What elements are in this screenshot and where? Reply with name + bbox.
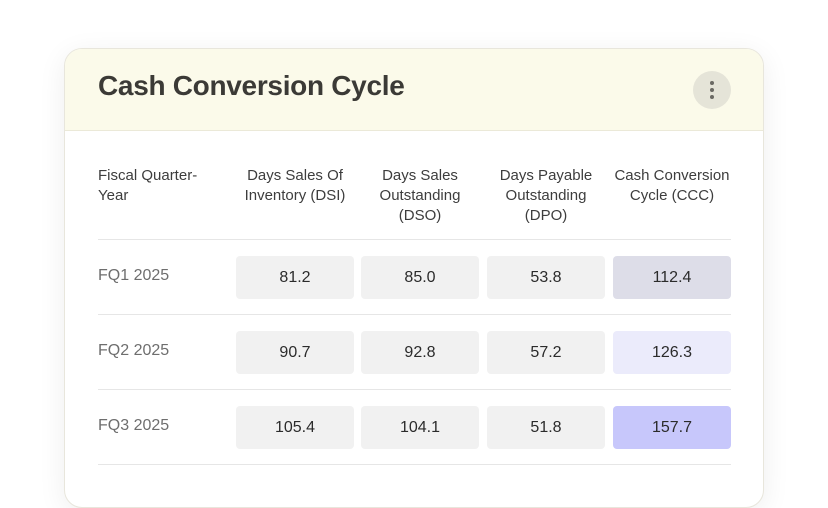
ccc-cell: 126.3 [613,331,731,374]
dpo-cell: 51.8 [487,406,605,449]
table-row: FQ2 2025 90.7 92.8 57.2 126.3 [98,315,731,390]
column-header-fiscal-quarter: Fiscal Quarter-Year [98,167,198,204]
dsi-cell: 90.7 [236,331,354,374]
row-label: FQ2 2025 [98,342,170,359]
more-vertical-icon [710,81,714,85]
ccc-table: Fiscal Quarter-Year Days Sales Of Invent… [98,131,731,465]
more-options-button[interactable] [693,71,731,109]
card-title: Cash Conversion Cycle [98,70,405,101]
dsi-cell: 81.2 [236,256,354,299]
column-header-ccc: Cash Conversion Cycle (CCC) [614,167,730,204]
dsi-cell: 105.4 [236,406,354,449]
dpo-cell: 57.2 [487,331,605,374]
row-label: FQ3 2025 [98,417,170,434]
column-header-dsi: Days Sales Of Inventory (DSI) [244,167,346,204]
row-label: FQ1 2025 [98,267,170,284]
ccc-cell: 157.7 [613,406,731,449]
column-header-dso: Days Sales Outstanding (DSO) [379,167,461,224]
table-header-row: Fiscal Quarter-Year Days Sales Of Invent… [98,131,731,240]
card-header: Cash Conversion Cycle [65,49,763,131]
table-row: FQ3 2025 105.4 104.1 51.8 157.7 [98,390,731,465]
more-vertical-icon-dot [710,95,714,99]
dso-cell: 92.8 [361,331,479,374]
table-row: FQ1 2025 81.2 85.0 53.8 112.4 [98,240,731,315]
cash-conversion-cycle-card: Cash Conversion Cycle Fiscal Quarter-Yea… [64,48,764,508]
dso-cell: 104.1 [361,406,479,449]
dpo-cell: 53.8 [487,256,605,299]
column-header-dpo: Days Payable Outstanding (DPO) [499,167,593,224]
dso-cell: 85.0 [361,256,479,299]
more-vertical-icon-dot [710,88,714,92]
ccc-cell: 112.4 [613,256,731,299]
